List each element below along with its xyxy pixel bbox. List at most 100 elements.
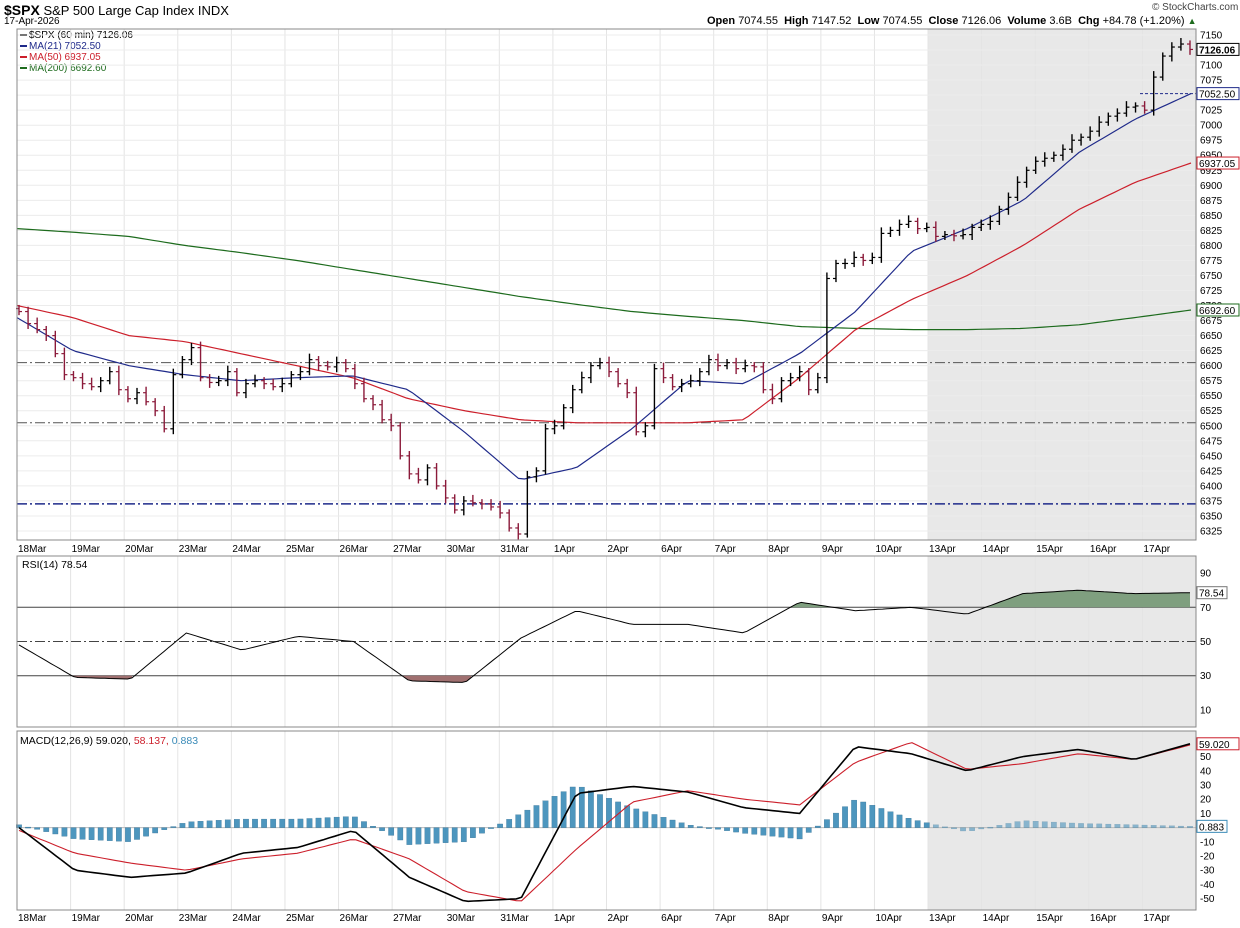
- macd-histogram-bar: [660, 817, 667, 828]
- macd-tick-label: 40: [1200, 766, 1212, 777]
- macd-date-label: 1Apr: [554, 913, 576, 924]
- macd-histogram-bar: [569, 786, 576, 828]
- macd-histogram-bar: [1123, 824, 1130, 828]
- macd-date-label: 24Mar: [232, 913, 261, 924]
- macd-histogram-bar: [905, 818, 912, 828]
- macd-histogram-bar: [61, 827, 68, 837]
- ohlc-open-label: Open: [707, 15, 736, 27]
- macd-value: 59.020: [1199, 740, 1230, 751]
- macd-date-label: 8Apr: [768, 913, 790, 924]
- price-date-label: 25Mar: [286, 544, 315, 555]
- price-date-label: 24Mar: [232, 544, 261, 555]
- macd-histogram-bar: [951, 827, 957, 830]
- macd-histogram-bar: [606, 798, 612, 828]
- legend-ma21-label: MA(21) 7052.50: [29, 41, 101, 52]
- macd-histogram-bar: [52, 827, 59, 835]
- macd-tick-label: 50: [1200, 752, 1212, 763]
- macd-histogram-bar: [1187, 826, 1193, 828]
- macd-histogram-bar: [97, 827, 104, 841]
- macd-histogram-bar: [415, 827, 422, 845]
- macd-histogram-bar: [706, 827, 712, 829]
- ohlc-low-label: Low: [857, 15, 880, 27]
- price-tick-label: 6525: [1200, 406, 1223, 417]
- macd-histogram-bar: [814, 825, 821, 828]
- macd-histogram-bar: [1032, 821, 1039, 828]
- macd-pane: -50-40-30-20-100102030405060MACD(12,26,9…: [16, 730, 1240, 924]
- macd-histogram-bar: [451, 827, 458, 843]
- price-date-label: 23Mar: [179, 544, 208, 555]
- macd-histogram-bar: [179, 823, 186, 828]
- price-tick-label: 6400: [1200, 481, 1223, 492]
- price-tick-label: 6975: [1200, 136, 1223, 147]
- legend-ma200: MA(200) 6692.60: [20, 63, 133, 74]
- macd-histogram-bar: [1168, 825, 1175, 828]
- price-tick-label: 6550: [1200, 391, 1223, 402]
- macd-histogram-bar: [406, 827, 413, 845]
- macd-histogram-bar: [1050, 821, 1057, 828]
- macd-histogram-bar: [914, 820, 921, 828]
- macd-histogram-bar: [379, 827, 385, 831]
- price-tick-label: 6925: [1200, 166, 1223, 177]
- price-date-label: 19Mar: [72, 544, 101, 555]
- ma21-value-box: [1196, 87, 1240, 101]
- macd-histogram-bar: [524, 809, 531, 828]
- macd-histogram-bar: [896, 814, 903, 828]
- price-tick-label: 6750: [1200, 271, 1223, 282]
- macd-histogram-bar: [869, 805, 876, 828]
- ohlc-close-value: 7126.06: [961, 15, 1002, 27]
- legend-ma50: MA(50) 6937.05: [20, 52, 133, 63]
- macd-histogram-bar: [370, 825, 376, 828]
- ohlc-readout: Open 7074.55 High 7147.52 Low 7074.55 Cl…: [707, 15, 1197, 27]
- macd-histogram-bar: [578, 786, 585, 828]
- exchange: INDX: [197, 3, 229, 18]
- macd-tick-label: -40: [1200, 880, 1215, 891]
- macd-date-label: 27Mar: [393, 913, 422, 924]
- price-tick-label: 7100: [1200, 61, 1223, 72]
- macd-histogram-bar: [724, 827, 730, 831]
- macd-date-label: 25Mar: [286, 913, 315, 924]
- price-frame: [16, 28, 1197, 541]
- index-name: S&P 500 Large Cap Index: [43, 3, 195, 18]
- price-date-label: 1Apr: [554, 544, 576, 555]
- macd-date-label: 13Apr: [929, 913, 956, 924]
- price-date-label: 6Apr: [661, 544, 683, 555]
- macd-histogram-bar: [79, 827, 86, 840]
- macd-histogram-bar: [960, 827, 966, 832]
- price-tick-label: 6375: [1200, 496, 1223, 507]
- macd-histogram-bar: [996, 825, 1003, 828]
- ma21-line: [16, 93, 1192, 480]
- price-pane: 6325 6350 6375 6400 6425 6450 6475 6500 6525 6550…: [16, 28, 1240, 555]
- macd-histogram-bar: [515, 814, 522, 828]
- rsi-line: [18, 589, 1191, 683]
- macd-histogram-bar: [1023, 820, 1030, 828]
- macd-date-label: 6Apr: [661, 913, 683, 924]
- macd-date-label: 19Mar: [72, 913, 101, 924]
- price-tick-label: 6450: [1200, 451, 1223, 462]
- ma200-line: [16, 228, 1192, 331]
- price-tick-label: 6825: [1200, 226, 1223, 237]
- macd-histogram-bar: [1132, 824, 1139, 828]
- macd-histogram-bar: [470, 827, 476, 838]
- price-date-label: 10Apr: [875, 544, 902, 555]
- macd-date-label: 7Apr: [715, 913, 737, 924]
- macd-hist-value-box: [1196, 819, 1228, 833]
- price-date-label: 27Mar: [393, 544, 422, 555]
- macd-histogram-bar: [651, 814, 658, 828]
- rsi-oversold-fill: [73, 675, 132, 679]
- macd-histogram-bar: [106, 827, 113, 841]
- macd-histogram-bar: [542, 800, 549, 828]
- price-date-label: 20Mar: [125, 544, 154, 555]
- macd-histogram-bar: [551, 796, 558, 828]
- macd-histogram-bar: [1141, 824, 1148, 828]
- macd-histogram-bar: [224, 819, 231, 828]
- macd-histogram-bar: [533, 805, 540, 828]
- price-date-label: 26Mar: [340, 544, 369, 555]
- macd-histogram-bar: [170, 826, 177, 828]
- macd-histogram-bar: [715, 827, 721, 830]
- macd-histogram-bar: [1041, 821, 1048, 828]
- macd-value-box: [1196, 737, 1240, 751]
- macd-date-label: 20Mar: [125, 913, 154, 924]
- macd-histogram-bar: [342, 816, 349, 828]
- price-tick-label: 7150: [1200, 31, 1223, 42]
